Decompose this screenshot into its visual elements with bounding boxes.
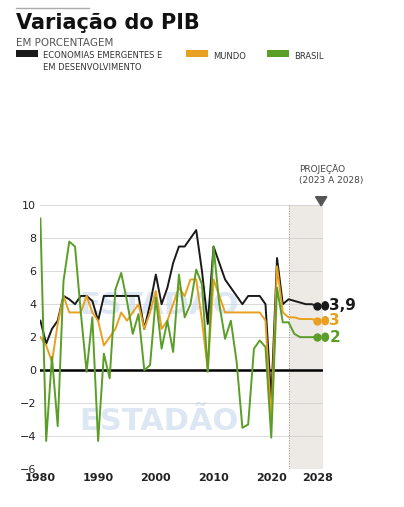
Text: 2: 2 (329, 330, 340, 345)
Text: EM PORCENTAGEM: EM PORCENTAGEM (16, 38, 114, 48)
Text: 3: 3 (329, 313, 340, 328)
Text: BRASIL: BRASIL (294, 52, 323, 61)
Text: ESTADÃO: ESTADÃO (80, 291, 239, 320)
Text: PROJEÇÃO
(2023 A 2028): PROJEÇÃO (2023 A 2028) (299, 164, 363, 185)
Text: 3,9: 3,9 (329, 298, 356, 313)
Text: ESTADÃO: ESTADÃO (80, 407, 239, 436)
Text: MUNDO: MUNDO (213, 52, 246, 61)
Text: Variação do PIB: Variação do PIB (16, 13, 200, 32)
Bar (288, 205, 323, 469)
Text: ECONOMIAS EMERGENTES E
EM DESENVOLVIMENTO: ECONOMIAS EMERGENTES E EM DESENVOLVIMENT… (43, 51, 162, 72)
